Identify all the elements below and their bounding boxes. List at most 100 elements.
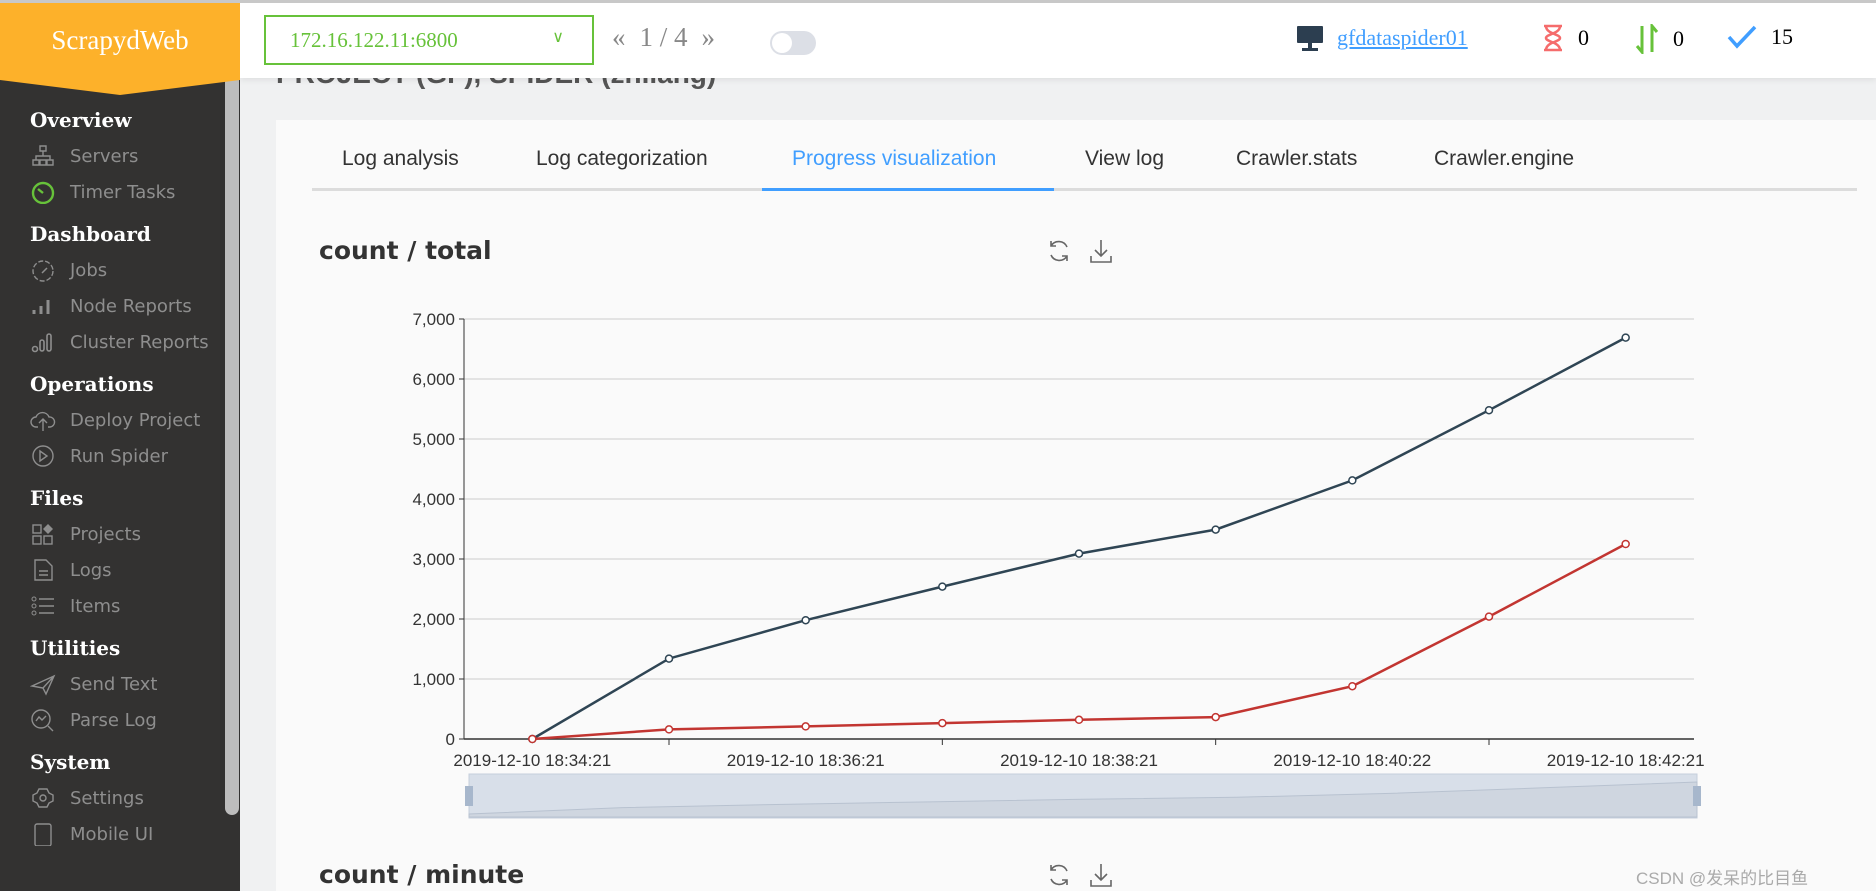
logo[interactable]: ScrapydWeb	[0, 0, 240, 80]
y-tick-label: 5,000	[412, 430, 455, 449]
sidebar-scrollbar[interactable]	[225, 80, 239, 815]
sidebar-item-label: Mobile UI	[70, 823, 154, 845]
sidebar-item-timer-tasks[interactable]: Timer Tasks	[30, 180, 175, 204]
hourglass-icon	[1544, 24, 1562, 52]
sidebar-item-node-reports[interactable]: Node Reports	[30, 294, 192, 318]
data-point	[664, 725, 674, 734]
tab-log-analysis[interactable]: Log analysis	[342, 147, 459, 170]
sidebar-item-deploy-project[interactable]: Deploy Project	[30, 408, 200, 432]
sidebar-item-label: Node Reports	[70, 295, 192, 317]
tab-view-log[interactable]: View log	[1085, 147, 1164, 170]
chevron-down-icon: ∨	[552, 29, 564, 46]
monitor-icon	[1297, 26, 1323, 51]
sidebar-item-cluster-reports[interactable]: Cluster Reports	[30, 330, 209, 354]
timer-icon	[31, 181, 55, 204]
sidebar-section-files: Files	[30, 486, 84, 510]
toggle-switch[interactable]	[770, 31, 816, 55]
series-line-items	[532, 542, 1627, 741]
sidebar-item-mobile-ui[interactable]: Mobile UI	[30, 822, 153, 846]
page-indicator: 1 / 4	[639, 22, 688, 52]
data-point	[1211, 712, 1220, 722]
active-tab-indicator	[762, 188, 1054, 191]
sidebar-item-servers[interactable]: Servers	[30, 144, 138, 168]
finished-count: 15	[1727, 24, 1793, 50]
sidebar-item-label: Timer Tasks	[70, 181, 176, 203]
data-point	[1348, 476, 1357, 485]
pending-count: 0	[1542, 24, 1589, 52]
tab-crawler-engine[interactable]: Crawler.engine	[1434, 147, 1575, 170]
datazoom-handle-left[interactable]	[465, 786, 473, 806]
data-point	[938, 582, 947, 591]
content-card	[276, 120, 1876, 891]
sidebar-item-label: Run Spider	[70, 445, 168, 467]
sitemap-icon	[32, 145, 54, 166]
sidebar-item-logs[interactable]: Logs	[30, 558, 112, 582]
sidebar-item-projects[interactable]: Projects	[30, 522, 141, 546]
sidebar-section-system: System	[30, 750, 111, 774]
grid-icon	[32, 524, 53, 545]
search-chart-icon	[31, 709, 54, 732]
sidebar-item-run-spider[interactable]: Run Spider	[30, 444, 168, 468]
y-tick-label: 2,000	[412, 610, 455, 629]
sidebar-item-label: Deploy Project	[70, 409, 201, 431]
sidebar-item-label: Cluster Reports	[70, 331, 209, 353]
sidebar-item-parse-log[interactable]: Parse Log	[30, 708, 157, 732]
x-tick-label: 2019-12-10 18:38:21	[1000, 751, 1158, 770]
watermark: CSDN @发呆的比目鱼	[1636, 869, 1809, 888]
mobile-icon	[34, 823, 52, 846]
play-icon	[32, 445, 54, 467]
file-icon	[34, 559, 53, 581]
node-name-link[interactable]: gfdataspider01	[1337, 25, 1468, 50]
refresh-icon[interactable]	[1046, 862, 1072, 888]
up-down-arrows-icon	[1635, 24, 1659, 54]
y-tick-label: 3,000	[412, 550, 455, 569]
sidebar-section-operations: Operations	[30, 372, 154, 396]
data-point	[1621, 539, 1630, 549]
data-point	[938, 718, 947, 728]
data-point	[1211, 525, 1220, 534]
y-tick-label: 6,000	[412, 370, 455, 389]
sidebar-item-send-text[interactable]: Send Text	[30, 672, 157, 696]
data-point	[801, 615, 810, 625]
server-select[interactable]: 172.16.122.11:6800 ∨	[264, 15, 594, 65]
tab-progress-visualization[interactable]: Progress visualization	[792, 147, 997, 170]
tab-bar-line	[312, 188, 1857, 191]
tab-log-categorization[interactable]: Log categorization	[536, 147, 708, 170]
data-point	[1484, 405, 1494, 415]
sidebar-item-jobs[interactable]: Jobs	[30, 258, 107, 282]
data-point	[528, 734, 537, 744]
next-page-button[interactable]: »	[701, 22, 716, 52]
node-link[interactable]: gfdataspider01	[1295, 24, 1468, 52]
pager: « 1 / 4 »	[612, 22, 715, 53]
chart-title-minute: count / minute	[319, 860, 525, 889]
y-tick-label: 0	[446, 730, 455, 749]
download-icon[interactable]	[1088, 862, 1114, 888]
refresh-icon[interactable]	[1046, 238, 1072, 264]
y-tick-label: 7,000	[412, 310, 455, 329]
datazoom-handle-right[interactable]	[1693, 786, 1701, 806]
sidebar-item-label: Parse Log	[70, 709, 157, 731]
x-tick-label: 2019-12-10 18:34:21	[453, 751, 611, 770]
sidebar-section-dashboard: Dashboard	[30, 222, 151, 246]
x-tick-label: 2019-12-10 18:40:22	[1273, 751, 1431, 770]
data-point	[1348, 681, 1357, 691]
download-icon[interactable]	[1088, 238, 1114, 264]
check-icon	[1727, 25, 1757, 49]
data-point	[664, 654, 674, 663]
y-tick-label: 4,000	[412, 490, 455, 509]
data-point	[1484, 612, 1494, 621]
chart-title-total: count / total	[319, 236, 492, 265]
sidebar-item-settings[interactable]: Settings	[30, 786, 144, 810]
sidebar-item-items[interactable]: Items	[30, 594, 120, 618]
sidebar-item-label: Settings	[70, 787, 144, 809]
gear-icon	[32, 788, 54, 808]
sidebar-item-label: Projects	[70, 523, 141, 545]
cluster-chart-icon	[31, 333, 52, 353]
paper-plane-icon	[30, 674, 56, 696]
sidebar-item-label: Servers	[70, 145, 139, 167]
prev-page-button[interactable]: «	[612, 22, 626, 52]
tab-crawler-stats[interactable]: Crawler.stats	[1236, 147, 1358, 170]
running-count: 0	[1633, 24, 1684, 54]
top-border	[0, 0, 1876, 3]
sidebar-item-label: Send Text	[70, 673, 158, 695]
